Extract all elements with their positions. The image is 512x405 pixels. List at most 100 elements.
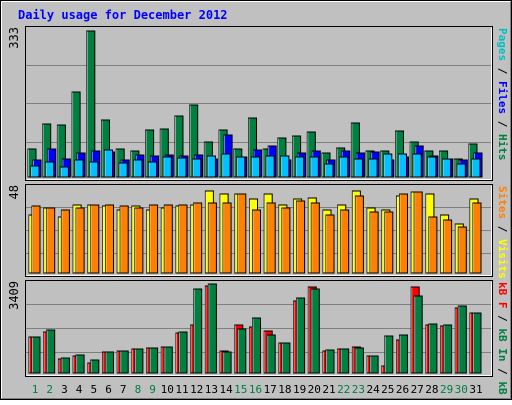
day-label-9: 9 (149, 383, 156, 396)
legend-entry-2: / (496, 219, 509, 239)
legend-entry-3: Visits (496, 239, 509, 279)
bar-sites-17 (266, 202, 276, 274)
panel-1-bars (27, 30, 483, 178)
day-label-19: 19 (293, 383, 306, 396)
day-label-8: 8 (135, 383, 142, 396)
day-label-5: 5 (90, 383, 97, 396)
bar-kbin-18 (281, 342, 291, 374)
bar-pages-23 (353, 158, 363, 178)
legend-entry-2: / (496, 309, 509, 329)
bar-pages-11 (177, 157, 187, 178)
day-label-25: 25 (381, 383, 394, 396)
day-label-3: 3 (61, 383, 68, 396)
bar-sites-24 (369, 211, 379, 274)
bar-sites-14 (222, 202, 232, 274)
bar-pages-26 (398, 153, 407, 178)
legend-entry-1: Sites (496, 186, 509, 219)
bar-kbin-28 (428, 323, 438, 374)
panel-1-max-label: 333 (7, 27, 21, 49)
bar-pages-8 (133, 159, 143, 178)
bar-sites-26 (399, 193, 408, 274)
bar-kbin-7 (119, 350, 129, 374)
day-label-18: 18 (278, 383, 291, 396)
bar-kbin-17 (266, 334, 276, 374)
bar-pages-14 (221, 153, 231, 178)
bar-pages-6 (104, 149, 113, 178)
bar-kbin-20 (310, 288, 320, 374)
bar-pages-12 (192, 158, 202, 178)
bar-pages-17 (265, 155, 275, 178)
bar-pages-18 (280, 155, 290, 178)
bar-kbin-8 (134, 348, 144, 374)
bar-kbin-1 (31, 336, 41, 374)
bar-sites-13 (207, 202, 217, 274)
day-label-14: 14 (219, 383, 233, 396)
legend-entry-2: / (496, 61, 509, 81)
bar-sites-18 (281, 207, 291, 274)
bar-pages-25 (383, 153, 393, 178)
bar-kbin-11 (178, 331, 188, 374)
bar-kbin-21 (325, 349, 335, 374)
day-label-17: 17 (264, 383, 277, 396)
bar-sites-7 (119, 205, 129, 274)
bar-kbin-30 (457, 305, 467, 374)
day-label-27: 27 (411, 383, 424, 396)
day-label-30: 30 (455, 383, 468, 396)
bar-pages-10 (162, 156, 172, 178)
legend-entry-4: / (496, 114, 509, 134)
panel-3: 3409 kB F / kB In / kB Out (7, 280, 509, 405)
bar-sites-11 (178, 204, 188, 274)
bar-sites-23 (354, 195, 364, 274)
bar-kbin-26 (399, 334, 408, 374)
bar-pages-9 (148, 161, 158, 178)
day-label-1: 1 (32, 383, 39, 396)
bar-pages-4 (74, 159, 84, 178)
legend-entry-3: Files (496, 81, 509, 114)
bar-sites-20 (310, 202, 320, 274)
panel-2: 48 Sites / Visits (7, 184, 509, 279)
legend-entry-1: Pages (496, 28, 509, 61)
bar-pages-19 (295, 156, 305, 178)
bar-kbin-16 (252, 317, 261, 374)
day-label-31: 31 (469, 383, 482, 396)
bar-sites-15 (237, 193, 247, 274)
bar-sites-27 (413, 191, 423, 274)
day-label-29: 29 (440, 383, 453, 396)
day-label-20: 20 (308, 383, 321, 396)
bar-kbin-29 (443, 324, 453, 374)
bar-pages-30 (456, 163, 466, 178)
bar-kbin-22 (340, 348, 350, 374)
bar-sites-19 (296, 200, 306, 274)
bar-kbin-12 (193, 288, 203, 374)
bar-kbin-27 (413, 295, 423, 374)
bar-sites-28 (428, 216, 438, 274)
bar-pages-24 (368, 158, 378, 178)
bar-pages-13 (206, 155, 216, 178)
bar-sites-12 (193, 202, 203, 274)
day-label-12: 12 (190, 383, 203, 396)
legend-entry-4: / (496, 362, 509, 382)
day-label-15: 15 (234, 383, 247, 396)
bar-pages-16 (251, 156, 260, 178)
bar-pages-27 (412, 153, 422, 178)
legend-entry-5: Hits (496, 134, 509, 161)
bar-pages-15 (236, 156, 246, 178)
panel-1: 333 Pages / Files / Hits (7, 26, 509, 181)
bar-sites-29 (443, 219, 453, 274)
bar-kbin-15 (237, 328, 247, 374)
bar-sites-6 (105, 204, 114, 274)
day-label-26: 26 (396, 383, 409, 396)
bar-pages-28 (427, 156, 437, 178)
bar-pages-7 (118, 162, 128, 178)
bar-pages-31 (471, 158, 481, 178)
bar-sites-16 (252, 209, 261, 274)
day-label-4: 4 (76, 383, 83, 396)
bar-kbin-2 (46, 329, 56, 374)
bar-sites-25 (384, 211, 394, 274)
bar-pages-3 (59, 166, 69, 178)
bar-kbin-31 (472, 312, 482, 374)
bar-sites-4 (75, 207, 85, 274)
